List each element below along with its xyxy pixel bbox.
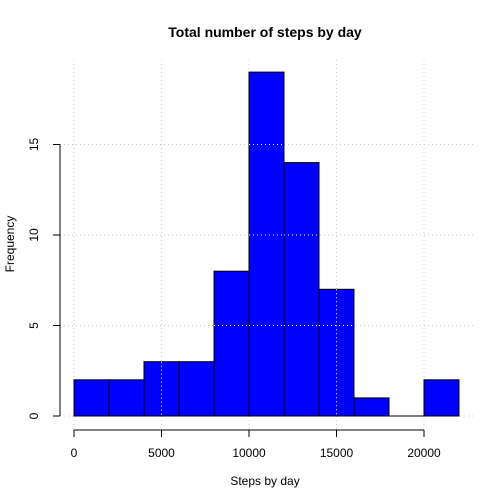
histogram-bar bbox=[108, 379, 145, 417]
x-axis: 0 5000 10000 15000 20000 bbox=[71, 429, 441, 460]
x-tick-label: 0 bbox=[71, 446, 78, 460]
y-tick-label: 0 bbox=[27, 412, 41, 419]
x-tick-label: 10000 bbox=[232, 446, 266, 460]
histogram-bar bbox=[73, 379, 110, 417]
y-tick-label: 15 bbox=[27, 138, 41, 152]
histogram-bar bbox=[283, 162, 320, 417]
histogram-bar bbox=[423, 379, 460, 417]
bars bbox=[73, 71, 460, 417]
x-axis-label: Steps by day bbox=[230, 474, 299, 488]
x-tick-label: 5000 bbox=[148, 446, 175, 460]
histogram-bar bbox=[248, 71, 285, 417]
histogram-bar bbox=[143, 361, 180, 417]
histogram-bar bbox=[178, 361, 215, 417]
histogram-bar bbox=[213, 270, 250, 417]
y-tick-label: 5 bbox=[27, 322, 41, 329]
y-axis-label: Frequency bbox=[3, 216, 17, 273]
x-tick-label: 20000 bbox=[407, 446, 441, 460]
histogram-bar bbox=[353, 397, 390, 417]
y-axis: 0 5 10 15 bbox=[27, 138, 61, 419]
x-tick-label: 15000 bbox=[320, 446, 354, 460]
y-tick-label: 10 bbox=[27, 228, 41, 242]
histogram-bar bbox=[318, 288, 355, 417]
chart-title: Total number of steps by day bbox=[168, 24, 362, 40]
